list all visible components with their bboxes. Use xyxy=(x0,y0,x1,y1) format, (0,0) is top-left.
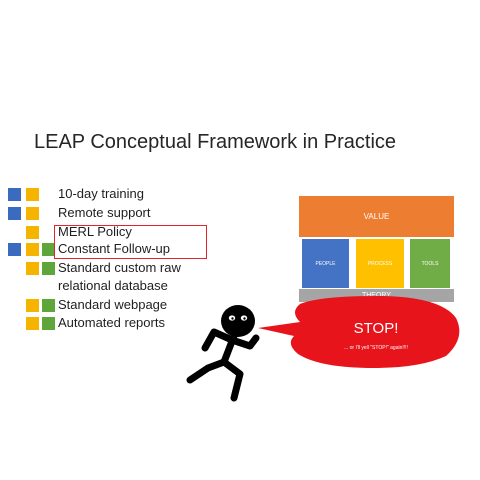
stop-text: STOP! xyxy=(353,320,399,337)
speech-bubble xyxy=(258,296,460,368)
list-item: Automated reports xyxy=(58,315,165,330)
list-item: MERL Policy xyxy=(58,224,132,239)
list-item: relational database xyxy=(58,278,168,293)
list-item: Standard custom raw xyxy=(58,260,181,275)
yellow-square xyxy=(26,299,39,312)
list-item: 10-day training xyxy=(58,186,144,201)
yellow-square xyxy=(26,243,39,256)
green-square xyxy=(42,262,55,275)
yellow-square xyxy=(26,226,39,239)
list-item: Standard webpage xyxy=(58,297,168,312)
blue-square xyxy=(8,207,21,220)
people-pillar: PEOPLE xyxy=(302,239,349,288)
yellow-square xyxy=(26,317,39,330)
yellow-square xyxy=(26,207,39,220)
blue-square xyxy=(8,243,21,256)
yellow-square xyxy=(26,262,39,275)
list-item: Constant Follow-up xyxy=(58,241,170,256)
face xyxy=(228,315,248,321)
slide-title: LEAP Conceptual Framework in Practice xyxy=(34,131,397,153)
yellow-square xyxy=(26,188,39,201)
highlight-box xyxy=(54,225,207,259)
tools-pillar: TOOLS xyxy=(410,239,450,288)
green-square xyxy=(42,299,55,312)
blue-square xyxy=(8,188,21,201)
value-block: VALUE xyxy=(299,196,454,237)
green-square xyxy=(42,243,55,256)
stop-subtext: ... or I'll yell "STOP!" again!!!! xyxy=(344,345,408,351)
process-pillar: PROCESS xyxy=(356,239,404,288)
list-item: Remote support xyxy=(58,205,151,220)
green-square xyxy=(42,317,55,330)
running-figure-icon xyxy=(186,305,260,402)
